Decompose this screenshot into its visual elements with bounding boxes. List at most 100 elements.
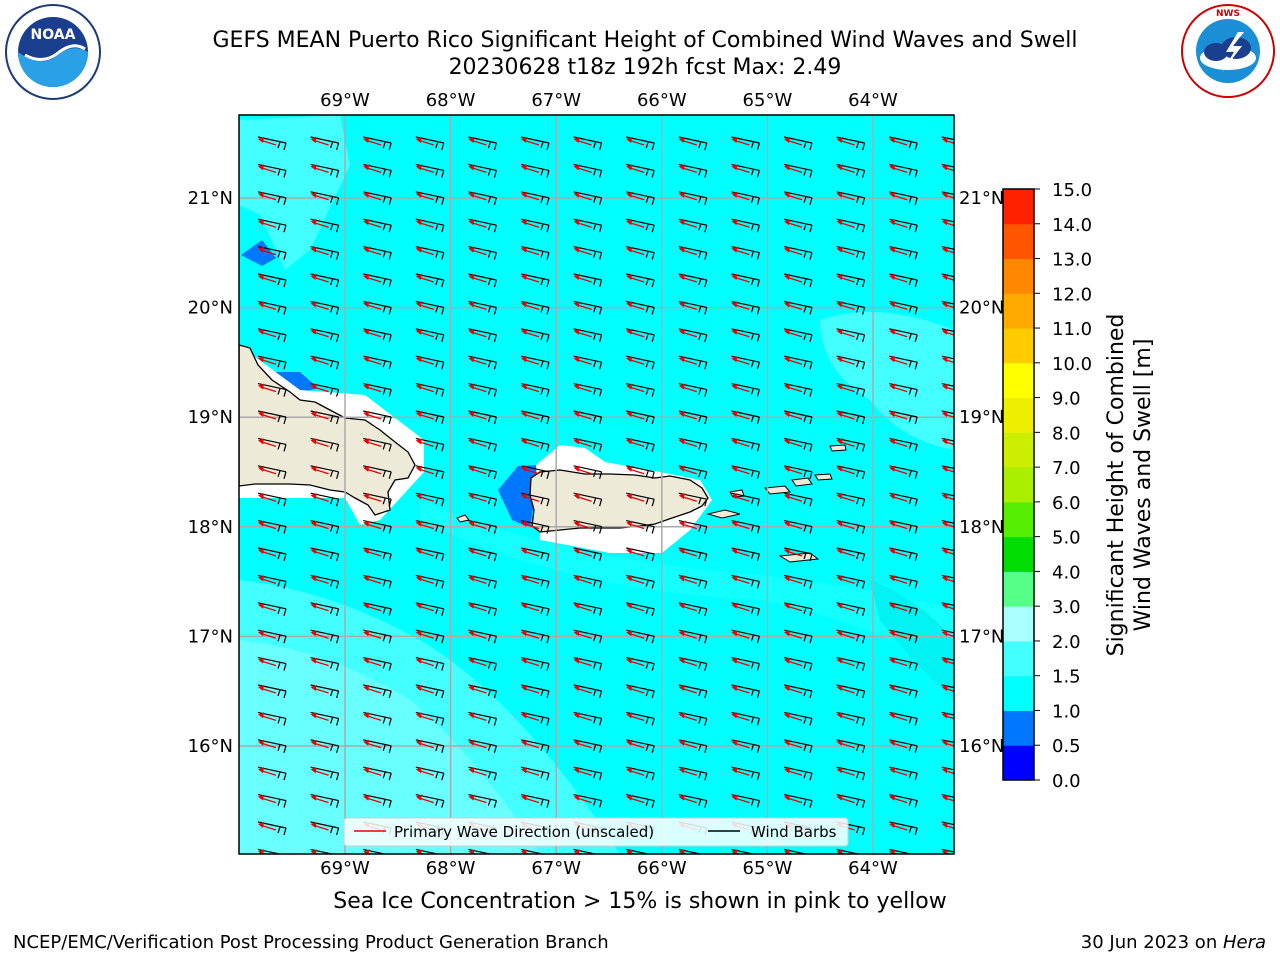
wave-arrow xyxy=(836,712,855,722)
wave-arrow xyxy=(468,137,487,146)
wave-arrow xyxy=(731,739,750,749)
wave-arrow xyxy=(836,493,855,502)
wave-arrow xyxy=(836,657,855,667)
wave-arrow xyxy=(310,739,329,749)
wave-arrow xyxy=(941,356,954,364)
colorbar-tick-label: 1.5 xyxy=(1052,667,1081,688)
wave-arrow xyxy=(258,493,277,502)
nws-logo: NWS xyxy=(1181,4,1275,98)
puerto-rico-land xyxy=(529,469,709,533)
wave-arrow xyxy=(258,191,277,201)
wave-arrow xyxy=(731,383,750,393)
colorbar-tick-label: 8.0 xyxy=(1052,423,1081,444)
lon-label: 69°W xyxy=(320,90,370,111)
wave-arrow xyxy=(836,246,855,256)
wave-arrow xyxy=(521,356,540,365)
colorbar-segment xyxy=(1003,571,1034,607)
island xyxy=(456,514,470,523)
wave-arrow xyxy=(941,246,954,254)
wave-arrow xyxy=(889,575,908,585)
wave-arrow xyxy=(784,301,803,311)
wave-arrow xyxy=(784,575,803,585)
wave-arrow xyxy=(310,712,329,722)
wave-arrow xyxy=(258,739,277,749)
wave-arrow xyxy=(363,274,382,283)
wave-arrow xyxy=(363,356,382,365)
wave-arrow xyxy=(415,849,426,854)
wave-arrow xyxy=(573,602,592,612)
wave-arrow xyxy=(468,685,487,694)
colorbar-segment xyxy=(1003,501,1034,538)
wave-arrow xyxy=(941,685,954,692)
lat-label: 19°N xyxy=(959,407,1004,428)
wave-arrow xyxy=(468,274,487,283)
wave-arrow xyxy=(468,520,487,530)
wave-arrow xyxy=(363,630,382,639)
wave-arrow xyxy=(468,438,487,448)
colorbar-segment xyxy=(1003,710,1034,746)
wave-arrow xyxy=(363,602,382,612)
wave-arrow xyxy=(784,274,803,283)
wave-arrow xyxy=(836,274,855,283)
noaa-logo: NOAA xyxy=(5,4,101,100)
wave-arrow xyxy=(258,822,277,831)
colorbar-tick-label: 11.0 xyxy=(1052,319,1092,340)
wave-arrow xyxy=(468,164,487,174)
wave-arrow xyxy=(836,548,855,557)
wave-arrow xyxy=(836,630,855,639)
colorbar-frame xyxy=(1002,188,1035,781)
wave-arrow xyxy=(626,657,645,667)
wave-arrow xyxy=(363,548,382,557)
colorbar-segment xyxy=(1003,397,1034,433)
wave-arrow xyxy=(889,411,908,420)
wave-arrow xyxy=(310,630,329,639)
wave-arrow xyxy=(310,685,329,694)
wave-arrow xyxy=(731,520,750,530)
wave-arrow xyxy=(941,602,954,610)
wave-arrow xyxy=(415,246,434,256)
wave-arrow xyxy=(784,739,803,749)
lon-label: 68°W xyxy=(426,858,476,879)
map-field xyxy=(239,115,954,854)
colorbar-segment xyxy=(1003,432,1034,468)
wave-arrow xyxy=(836,383,855,393)
colorbar-segment xyxy=(1003,606,1034,642)
wave-arrow xyxy=(363,493,382,502)
wave-arrow xyxy=(415,657,434,667)
wave-arrow xyxy=(836,575,855,585)
wave-arrow xyxy=(258,767,277,776)
wave-arrow xyxy=(468,602,487,612)
wave-arrow xyxy=(310,301,329,311)
wave-arrow xyxy=(784,191,803,201)
wave-arrow xyxy=(836,137,855,146)
colorbar-segment xyxy=(1003,745,1034,781)
lon-labels-top: 69°W 68°W 67°W 66°W 65°W 64°W xyxy=(320,90,898,111)
wave-arrow xyxy=(415,411,434,420)
colorbar-tick-label: 1.0 xyxy=(1052,701,1081,722)
wave-arrow xyxy=(941,164,954,172)
footer-date: 30 Jun 2023 on Hera xyxy=(1081,932,1266,953)
wave-arrow xyxy=(310,657,329,667)
wave-arrow xyxy=(468,411,487,420)
wave-arrow xyxy=(889,274,908,283)
wave-arrow xyxy=(573,712,592,722)
lat-label: 18°N xyxy=(959,517,1004,538)
wave-arrow xyxy=(415,137,434,146)
colorbar-segment xyxy=(1003,536,1034,572)
wave-arrow xyxy=(941,794,954,802)
colorbar-tick-label: 12.0 xyxy=(1052,284,1092,305)
wave-arrow xyxy=(626,685,645,694)
wave-arrow xyxy=(889,602,908,612)
wave-arrow xyxy=(731,411,750,420)
colorbar-tick-label: 6.0 xyxy=(1052,493,1081,514)
wave-arrow xyxy=(678,411,697,420)
wave-arrow xyxy=(626,767,645,776)
wave-arrow xyxy=(363,383,382,393)
wave-arrow xyxy=(889,383,908,393)
wave-arrow xyxy=(573,685,592,694)
wave-arrow xyxy=(941,849,952,854)
wave-arrow xyxy=(678,301,697,311)
wave-arrow xyxy=(784,383,803,393)
wave-arrow xyxy=(889,137,908,146)
chart-subtitle: 20230628 t18z 192h fcst Max: 2.49 xyxy=(448,55,842,80)
